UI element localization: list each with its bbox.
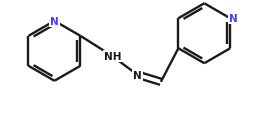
Text: NH: NH: [104, 52, 121, 61]
Text: N: N: [50, 17, 59, 27]
Text: N: N: [229, 14, 238, 24]
Text: N: N: [133, 70, 142, 80]
